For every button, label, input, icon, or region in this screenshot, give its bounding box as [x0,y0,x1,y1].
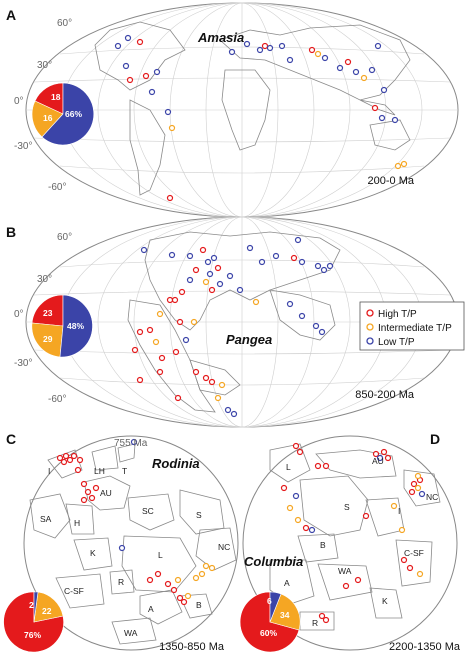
panel-a: A [6,2,459,218]
globe-c-outline [23,435,239,651]
legend-marker-intermediate [366,323,374,331]
panel-c: C [3,431,239,653]
craton-label-d-r: R [312,618,318,628]
panel-d: D [239,431,461,653]
panel-a-letter: A [6,7,16,23]
supercontinent-name-a: Amasia [197,30,244,45]
pie-b-label-low: 48% [67,321,84,331]
pie-a-slice-intermediate [31,100,64,138]
pie-a-label-low: 66% [65,109,82,119]
lat-label-a-0: 0° [14,96,24,107]
craton-label-c-sc: SC [142,506,154,516]
craton-label-c-csf: C-SF [64,586,84,596]
lat-label-a-30s: -30° [14,141,32,152]
pie-a: 18 16 66% [31,82,95,146]
craton-label-d-wa: WA [338,566,352,576]
pie-d-label-low: 6 [267,596,272,606]
lat-label-a-60n: 60° [57,18,72,29]
craton-label-c-k: K [90,548,96,558]
craton-label-d-l: L [286,462,291,472]
globe-c-samples [56,438,216,606]
map-b-samples [131,236,334,418]
age-range-b: 850-200 Ma [355,389,415,401]
pie-d-slice-low [269,591,282,623]
pie-b: 23 29 48% [31,294,93,358]
panel-d-letter: D [430,431,440,447]
craton-label-c-a: A [148,604,154,614]
pie-b-slice-low [59,294,93,358]
map-a-coastlines [94,21,411,196]
pie-b-slice-intermediate [31,322,64,358]
panel-b-letter: B [6,224,16,240]
lat-label-b-60n: 60° [57,232,72,243]
lat-label-a-60s: -60° [48,182,66,193]
lat-label-b-0: 0° [14,309,24,320]
map-b-coastlines [127,231,341,413]
pie-b-label-intermediate: 29 [43,334,53,344]
craton-label-c-b: B [196,600,202,610]
age-range-d: 2200-1350 Ma [389,641,461,653]
craton-label-c-r: R [118,577,124,587]
supercontinent-name-d: Columbia [244,554,303,569]
map-a-samples [114,34,408,202]
legend-label-high: High T/P [378,309,417,320]
globe-d-samples [280,442,426,624]
pie-c-label-low: 2 [29,600,34,610]
legend-box [359,301,465,351]
craton-label-c-nc: NC [218,542,230,552]
craton-label-c-sa: SA [40,514,52,524]
craton-label-d-nc: NC [426,492,438,502]
pie-c: 76% 22 2 [3,591,64,653]
pie-d-slice-high [239,591,300,653]
legend: High T/P Intermediate T/P Low T/P [359,301,465,351]
panel-c-letter: C [6,431,16,447]
legend-label-low: Low T/P [378,337,415,348]
legend-marker-high [366,309,374,317]
lat-label-b-30s: -30° [14,358,32,369]
pie-a-label-high: 18 [51,92,61,102]
age-range-a: 200-0 Ma [368,175,415,187]
globe-d-outline [242,435,458,651]
pie-b-label-high: 23 [43,308,53,318]
pie-c-slice-high [3,591,64,653]
craton-label-d-csf: C-SF [404,548,424,558]
craton-label-d-s: S [344,502,350,512]
pie-c-label-high: 76% [24,630,41,640]
craton-label-d-k: K [382,596,388,606]
legend-marker-low [366,337,374,345]
pie-d: 60% 34 6 [239,591,301,653]
supercontinent-name-c: Rodinia [152,456,200,471]
lat-label-b-30n: 30° [37,274,52,285]
craton-label-c-t: T [122,466,127,476]
craton-label-d-a: A [284,578,290,588]
craton-label-d-b: B [320,540,326,550]
craton-label-d-i: I [398,506,400,516]
pie-d-label-intermediate: 34 [280,610,290,620]
craton-label-c-au: AU [100,488,112,498]
pie-b-slice-high [31,294,64,327]
pie-a-slice-low [41,82,95,146]
age-range-c: 1350-850 Ma [159,641,225,653]
lat-label-b-60s: -60° [48,394,66,405]
craton-label-c-l: L [158,550,163,560]
supercontinent-name-b: Pangea [226,332,272,347]
pie-a-label-intermediate: 16 [43,113,53,123]
craton-label-d-au: AU [372,456,384,466]
lat-label-a-30n: 30° [37,60,52,71]
time-note-c: 755 Ma [114,438,148,449]
pie-c-slice-intermediate [33,591,64,623]
pie-c-slice-low [33,591,39,623]
craton-label-c-s: S [196,510,202,520]
craton-label-c-wa: WA [124,628,138,638]
craton-label-c-i: I [48,466,50,476]
legend-label-intermediate: Intermediate T/P [378,323,452,334]
pie-d-label-high: 60% [260,628,277,638]
craton-label-c-lh: LH [94,466,105,476]
globe-c-cratons [29,443,237,645]
pie-c-label-intermediate: 22 [42,606,52,616]
panel-b: B [6,216,465,428]
craton-label-c-h: H [74,518,80,528]
